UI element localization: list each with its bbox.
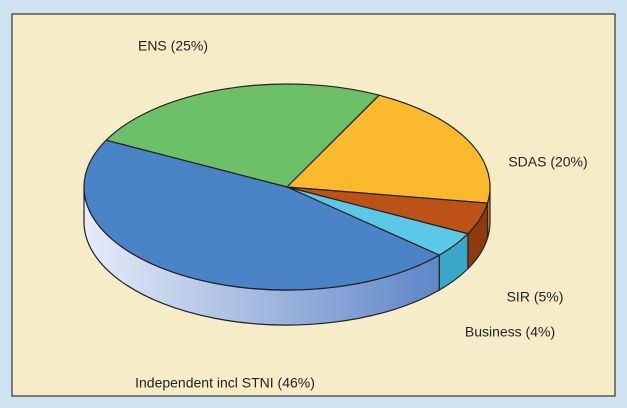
slice <box>286 94 491 204</box>
slice-label: Independent incl STNI (46%) <box>135 375 315 391</box>
slice-label: ENS (25%) <box>138 38 208 54</box>
labels: ENS (25%) SDAS (20%) SIR (5%) Business (4%)… <box>135 38 588 391</box>
pie <box>83 83 491 326</box>
slice-label: SIR (5%) <box>507 289 564 305</box>
slice-label: Business (4%) <box>465 324 555 340</box>
slice <box>105 83 380 188</box>
slice <box>83 139 440 291</box>
slice-label: SDAS (20%) <box>508 154 587 170</box>
